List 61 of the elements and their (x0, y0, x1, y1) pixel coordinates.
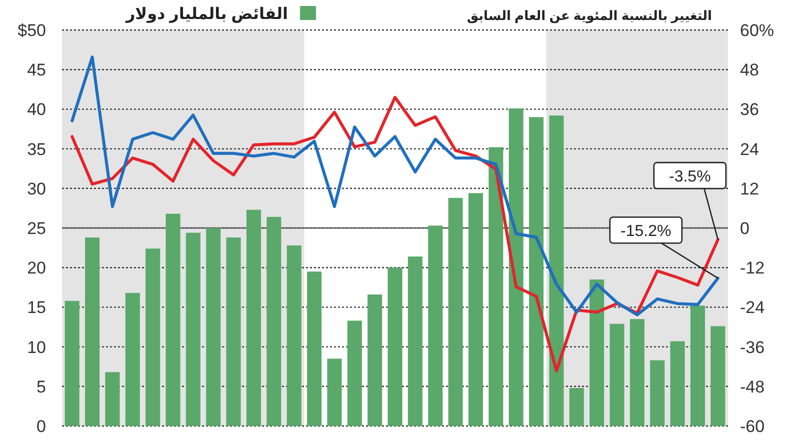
bar (226, 238, 241, 426)
bar (105, 372, 120, 426)
bar (327, 358, 342, 426)
legend-label: الفائض بالمليار دولار (124, 6, 288, 23)
bar (85, 238, 100, 426)
bar (650, 360, 665, 426)
bar (64, 300, 80, 426)
bar (388, 268, 402, 426)
bar (670, 341, 685, 426)
y-tick-label: 30 (27, 179, 46, 198)
y-tick-label: 20 (27, 258, 46, 278)
bar (286, 245, 302, 426)
bar (307, 272, 322, 426)
y2-tick-label: -48 (740, 377, 765, 396)
y-tick-label: 10 (27, 338, 46, 357)
bar (408, 256, 422, 426)
bar (549, 116, 564, 426)
y2-tick-label: 48 (740, 60, 759, 80)
y2-tick-label: 60% (740, 21, 774, 40)
bar (710, 326, 726, 426)
bar (448, 198, 463, 426)
bar (428, 226, 443, 426)
bar (186, 232, 200, 426)
y2-tick-label: 12 (740, 179, 759, 198)
y2-tick-label: 36 (740, 100, 759, 120)
y-tick-label: 45 (27, 60, 46, 80)
y-tick-label: $50 (18, 21, 46, 40)
y-tick-label: 5 (36, 377, 46, 396)
bar (508, 108, 524, 426)
y2-tick-label: -36 (740, 338, 765, 357)
y2-tick-label: 24 (740, 140, 759, 159)
bar (347, 320, 362, 426)
y2-tick-label: -24 (740, 298, 765, 318)
bar (166, 214, 180, 426)
y-tick-label: 0 (36, 417, 46, 436)
y-tick-label: 25 (27, 219, 46, 238)
y2-tick-label: 0 (740, 219, 750, 238)
bar (488, 147, 504, 426)
line-series (70, 96, 720, 372)
bar (468, 193, 483, 426)
bar (368, 294, 382, 426)
annotation: -15.2% (620, 223, 672, 240)
y2-axis-title: التغيير بالنسبة المئوية عن العام السابق (466, 8, 712, 24)
y2-tick-label: -60 (740, 417, 765, 436)
y-tick-label: 35 (27, 140, 46, 159)
y-tick-label: 40 (27, 100, 46, 120)
y-tick-label: 15 (27, 298, 46, 318)
bar (690, 306, 705, 426)
bar (125, 292, 140, 426)
bar (246, 210, 261, 426)
bar (206, 228, 221, 426)
bar (266, 216, 282, 426)
bar (610, 324, 624, 426)
bar (569, 388, 584, 426)
line-series (70, 56, 720, 316)
bar (146, 248, 160, 426)
bar (529, 117, 544, 426)
annotation: -3.5% (669, 168, 711, 186)
bar (630, 319, 644, 426)
y2-tick-label: -12 (740, 258, 765, 278)
bar (590, 279, 604, 426)
